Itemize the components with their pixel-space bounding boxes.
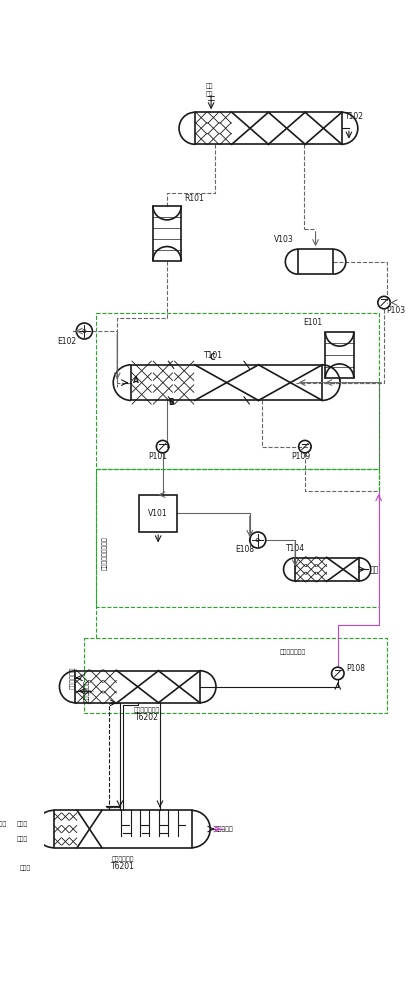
Text: B: B: [168, 398, 174, 407]
Text: 回收: 回收: [206, 84, 213, 89]
Text: T6202: T6202: [135, 713, 159, 722]
Text: 新鲜甲醇精馏塔: 新鲜甲醇精馏塔: [133, 707, 160, 713]
Text: 废水: 废水: [370, 565, 379, 574]
Bar: [140, 495, 177, 532]
Text: P109: P109: [291, 452, 310, 461]
Text: E108: E108: [235, 545, 255, 554]
Bar: [298, 249, 333, 274]
Bar: [96, 313, 379, 469]
Bar: [76, 671, 200, 703]
Text: E102: E102: [58, 337, 77, 346]
Text: 甲醇钠反应塔: 甲醇钠反应塔: [112, 856, 134, 862]
Text: 甲醇: 甲醇: [206, 91, 213, 97]
Text: A: A: [133, 376, 139, 385]
Text: 无水甲醇蒸汽: 无水甲醇蒸汽: [84, 680, 90, 702]
Text: V103: V103: [273, 235, 293, 244]
Bar: [131, 365, 322, 400]
Bar: [325, 332, 354, 378]
Text: 新鲜甲醇通过引到外: 新鲜甲醇通过引到外: [102, 536, 108, 570]
Text: 甲醇液: 甲醇液: [17, 836, 28, 842]
Bar: [195, 112, 342, 144]
Text: 含水甲醇蒸汽: 含水甲醇蒸汽: [70, 667, 76, 689]
Bar: [96, 469, 379, 607]
Text: C: C: [210, 353, 216, 362]
Text: T104: T104: [285, 544, 305, 553]
Text: 产品甲醇钠: 产品甲醇钠: [215, 826, 233, 832]
Text: T101: T101: [204, 351, 223, 360]
Text: R101: R101: [184, 194, 204, 203]
Text: 甲醇液: 甲醇液: [0, 822, 7, 827]
Text: P101: P101: [149, 452, 168, 461]
Text: 新鲜甲醇精馏塔: 新鲜甲醇精馏塔: [280, 649, 306, 655]
Bar: [153, 206, 181, 261]
Bar: [295, 558, 359, 581]
Bar: [54, 810, 192, 848]
Text: P103: P103: [387, 306, 406, 315]
Text: T102: T102: [344, 112, 363, 121]
Text: E101: E101: [304, 318, 323, 327]
Text: 甲醇液: 甲醇液: [19, 866, 31, 871]
Text: T6201: T6201: [111, 862, 135, 871]
Text: V101: V101: [148, 509, 168, 518]
Text: P108: P108: [347, 664, 366, 673]
Text: 甲醇液: 甲醇液: [17, 822, 28, 827]
Bar: [84, 638, 387, 713]
